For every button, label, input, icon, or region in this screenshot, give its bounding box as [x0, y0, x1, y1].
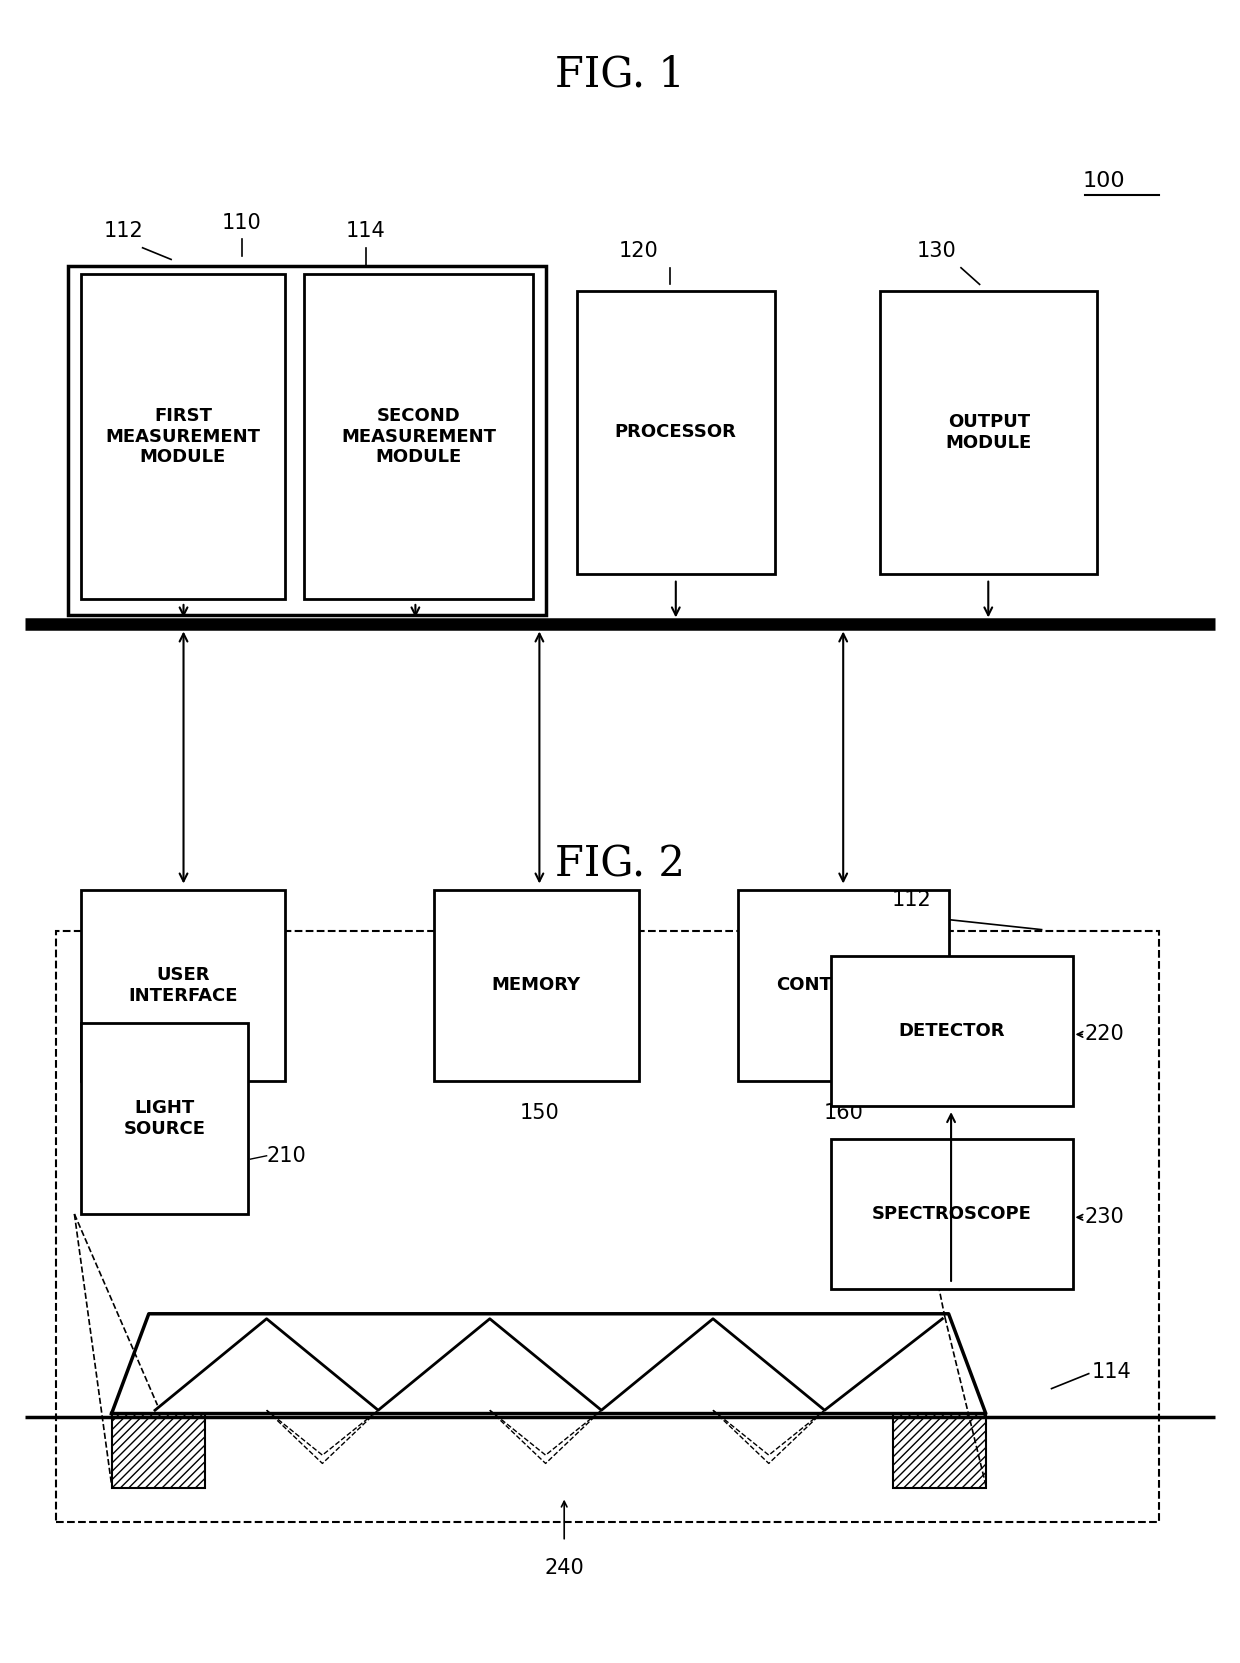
Text: 140: 140 — [164, 1103, 203, 1123]
Text: CONTROLLER: CONTROLLER — [776, 976, 910, 994]
Bar — [304, 274, 533, 599]
Text: 120: 120 — [619, 241, 658, 261]
Text: 160: 160 — [823, 1103, 863, 1123]
Bar — [577, 291, 775, 574]
Bar — [56, 931, 1159, 1522]
Bar — [831, 1139, 1073, 1289]
Text: OUTPUT
MODULE: OUTPUT MODULE — [946, 412, 1032, 452]
Text: 230: 230 — [1085, 1207, 1125, 1227]
Text: 130: 130 — [916, 241, 956, 261]
Bar — [831, 956, 1073, 1106]
Text: 100: 100 — [1083, 171, 1125, 191]
Text: USER
INTERFACE: USER INTERFACE — [128, 966, 238, 1004]
Text: 210: 210 — [267, 1146, 306, 1166]
Text: 220: 220 — [1085, 1024, 1125, 1044]
Bar — [68, 266, 546, 615]
Text: FIG. 2: FIG. 2 — [556, 843, 684, 886]
Text: SPECTROSCOPE: SPECTROSCOPE — [872, 1206, 1032, 1222]
Text: 240: 240 — [544, 1558, 584, 1578]
Text: 112: 112 — [104, 221, 144, 241]
Bar — [81, 890, 285, 1081]
Text: MEMORY: MEMORY — [492, 976, 580, 994]
Bar — [81, 274, 285, 599]
Bar — [112, 1414, 205, 1488]
Polygon shape — [112, 1314, 986, 1414]
Text: SECOND
MEASUREMENT
MODULE: SECOND MEASUREMENT MODULE — [341, 407, 496, 466]
Bar — [81, 1023, 248, 1214]
Text: 112: 112 — [892, 890, 931, 910]
Text: 110: 110 — [222, 213, 262, 233]
Bar — [893, 1414, 986, 1488]
Text: 150: 150 — [520, 1103, 559, 1123]
Text: FIRST
MEASUREMENT
MODULE: FIRST MEASUREMENT MODULE — [105, 407, 260, 466]
Bar — [738, 890, 949, 1081]
Text: DETECTOR: DETECTOR — [899, 1023, 1004, 1039]
Text: PROCESSOR: PROCESSOR — [615, 424, 737, 441]
Text: LIGHT
SOURCE: LIGHT SOURCE — [123, 1099, 206, 1137]
Text: FIG. 1: FIG. 1 — [556, 53, 684, 96]
Text: 114: 114 — [346, 221, 386, 241]
Text: 114: 114 — [1091, 1362, 1131, 1382]
Bar — [880, 291, 1097, 574]
Bar — [434, 890, 639, 1081]
